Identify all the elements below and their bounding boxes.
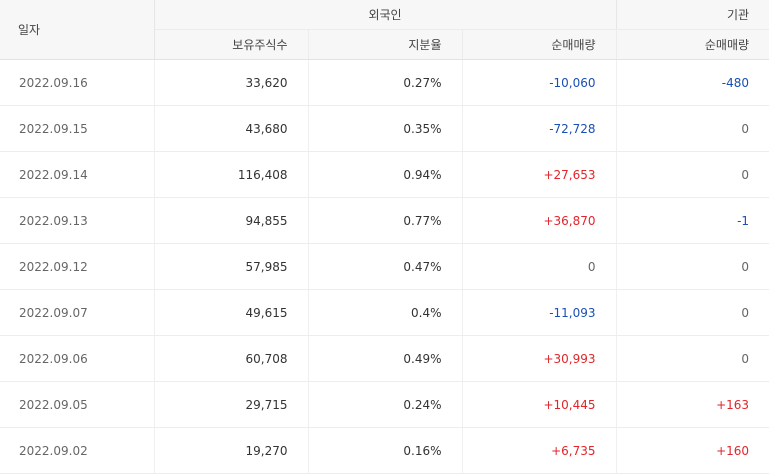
- shares-held-cell: 19,270: [154, 427, 309, 474]
- table-body: 2022.09.16 33,620 0.27% -10,060 -480 2022.09.…: [0, 59, 769, 474]
- date-cell: 2022.09.16: [0, 59, 155, 106]
- date-cell: 2022.09.13: [0, 197, 155, 244]
- institution-net-trade-cell: 0: [616, 243, 769, 290]
- shares-held-cell: 33,620: [154, 59, 309, 106]
- institution-net-trade-cell: +160: [616, 427, 769, 474]
- institution-net-trade-cell: 0: [616, 335, 769, 382]
- date-cell: 2022.09.06: [0, 335, 155, 382]
- table-row: 2022.09.07 49,615 0.4% -11,093 0: [0, 289, 769, 336]
- table-row: 2022.09.02 19,270 0.16% +6,735 +160: [0, 427, 769, 474]
- foreign-net-trade-cell: -10,060: [462, 59, 617, 106]
- institution-net-trade-cell: -1: [616, 197, 769, 244]
- foreign-net-trade-cell: -11,093: [462, 289, 617, 336]
- institution-net-trade-cell: 0: [616, 151, 769, 198]
- date-cell: 2022.09.14: [0, 151, 155, 198]
- date-cell: 2022.09.05: [0, 381, 155, 428]
- shares-held-cell: 60,708: [154, 335, 309, 382]
- shares-held-cell: 43,680: [154, 105, 309, 152]
- ownership-ratio-cell: 0.16%: [308, 427, 463, 474]
- foreign-group-header: 외국인: [154, 0, 617, 30]
- table-row: 2022.09.06 60,708 0.49% +30,993 0: [0, 335, 769, 382]
- table-row: 2022.09.13 94,855 0.77% +36,870 -1: [0, 197, 769, 244]
- ownership-ratio-header: 지분율: [308, 29, 463, 60]
- ownership-ratio-cell: 0.27%: [308, 59, 463, 106]
- shares-held-cell: 29,715: [154, 381, 309, 428]
- institution-net-trade-cell: 0: [616, 105, 769, 152]
- date-column-header: 일자: [0, 0, 155, 60]
- shares-held-cell: 116,408: [154, 151, 309, 198]
- institution-group-header: 기관: [616, 0, 769, 30]
- foreign-net-trade-cell: +10,445: [462, 381, 617, 428]
- ownership-ratio-cell: 0.77%: [308, 197, 463, 244]
- shares-held-cell: 49,615: [154, 289, 309, 336]
- date-cell: 2022.09.07: [0, 289, 155, 336]
- shares-held-header: 보유주식수: [154, 29, 309, 60]
- table-header: 일자 외국인 기관 보유주식수 지분율 순매매량 순매매량: [0, 0, 769, 60]
- foreign-net-trade-cell: 0: [462, 243, 617, 290]
- date-cell: 2022.09.02: [0, 427, 155, 474]
- institution-net-trade-header: 순매매량: [616, 29, 769, 60]
- foreign-net-trade-header: 순매매량: [462, 29, 617, 60]
- table-row: 2022.09.12 57,985 0.47% 0 0: [0, 243, 769, 290]
- date-cell: 2022.09.15: [0, 105, 155, 152]
- ownership-ratio-cell: 0.24%: [308, 381, 463, 428]
- table-row: 2022.09.14 116,408 0.94% +27,653 0: [0, 151, 769, 198]
- ownership-ratio-cell: 0.4%: [308, 289, 463, 336]
- ownership-ratio-cell: 0.47%: [308, 243, 463, 290]
- foreign-net-trade-cell: -72,728: [462, 105, 617, 152]
- institution-net-trade-cell: 0: [616, 289, 769, 336]
- table-row: 2022.09.15 43,680 0.35% -72,728 0: [0, 105, 769, 152]
- foreign-net-trade-cell: +36,870: [462, 197, 617, 244]
- ownership-ratio-cell: 0.94%: [308, 151, 463, 198]
- foreign-net-trade-cell: +30,993: [462, 335, 617, 382]
- ownership-ratio-cell: 0.35%: [308, 105, 463, 152]
- table-row: 2022.09.16 33,620 0.27% -10,060 -480: [0, 59, 769, 106]
- institution-net-trade-cell: -480: [616, 59, 769, 106]
- institution-net-trade-cell: +163: [616, 381, 769, 428]
- shares-held-cell: 94,855: [154, 197, 309, 244]
- foreign-net-trade-cell: +6,735: [462, 427, 617, 474]
- ownership-ratio-cell: 0.49%: [308, 335, 463, 382]
- table-row: 2022.09.05 29,715 0.24% +10,445 +163: [0, 381, 769, 428]
- date-cell: 2022.09.12: [0, 243, 155, 290]
- shares-held-cell: 57,985: [154, 243, 309, 290]
- foreign-net-trade-cell: +27,653: [462, 151, 617, 198]
